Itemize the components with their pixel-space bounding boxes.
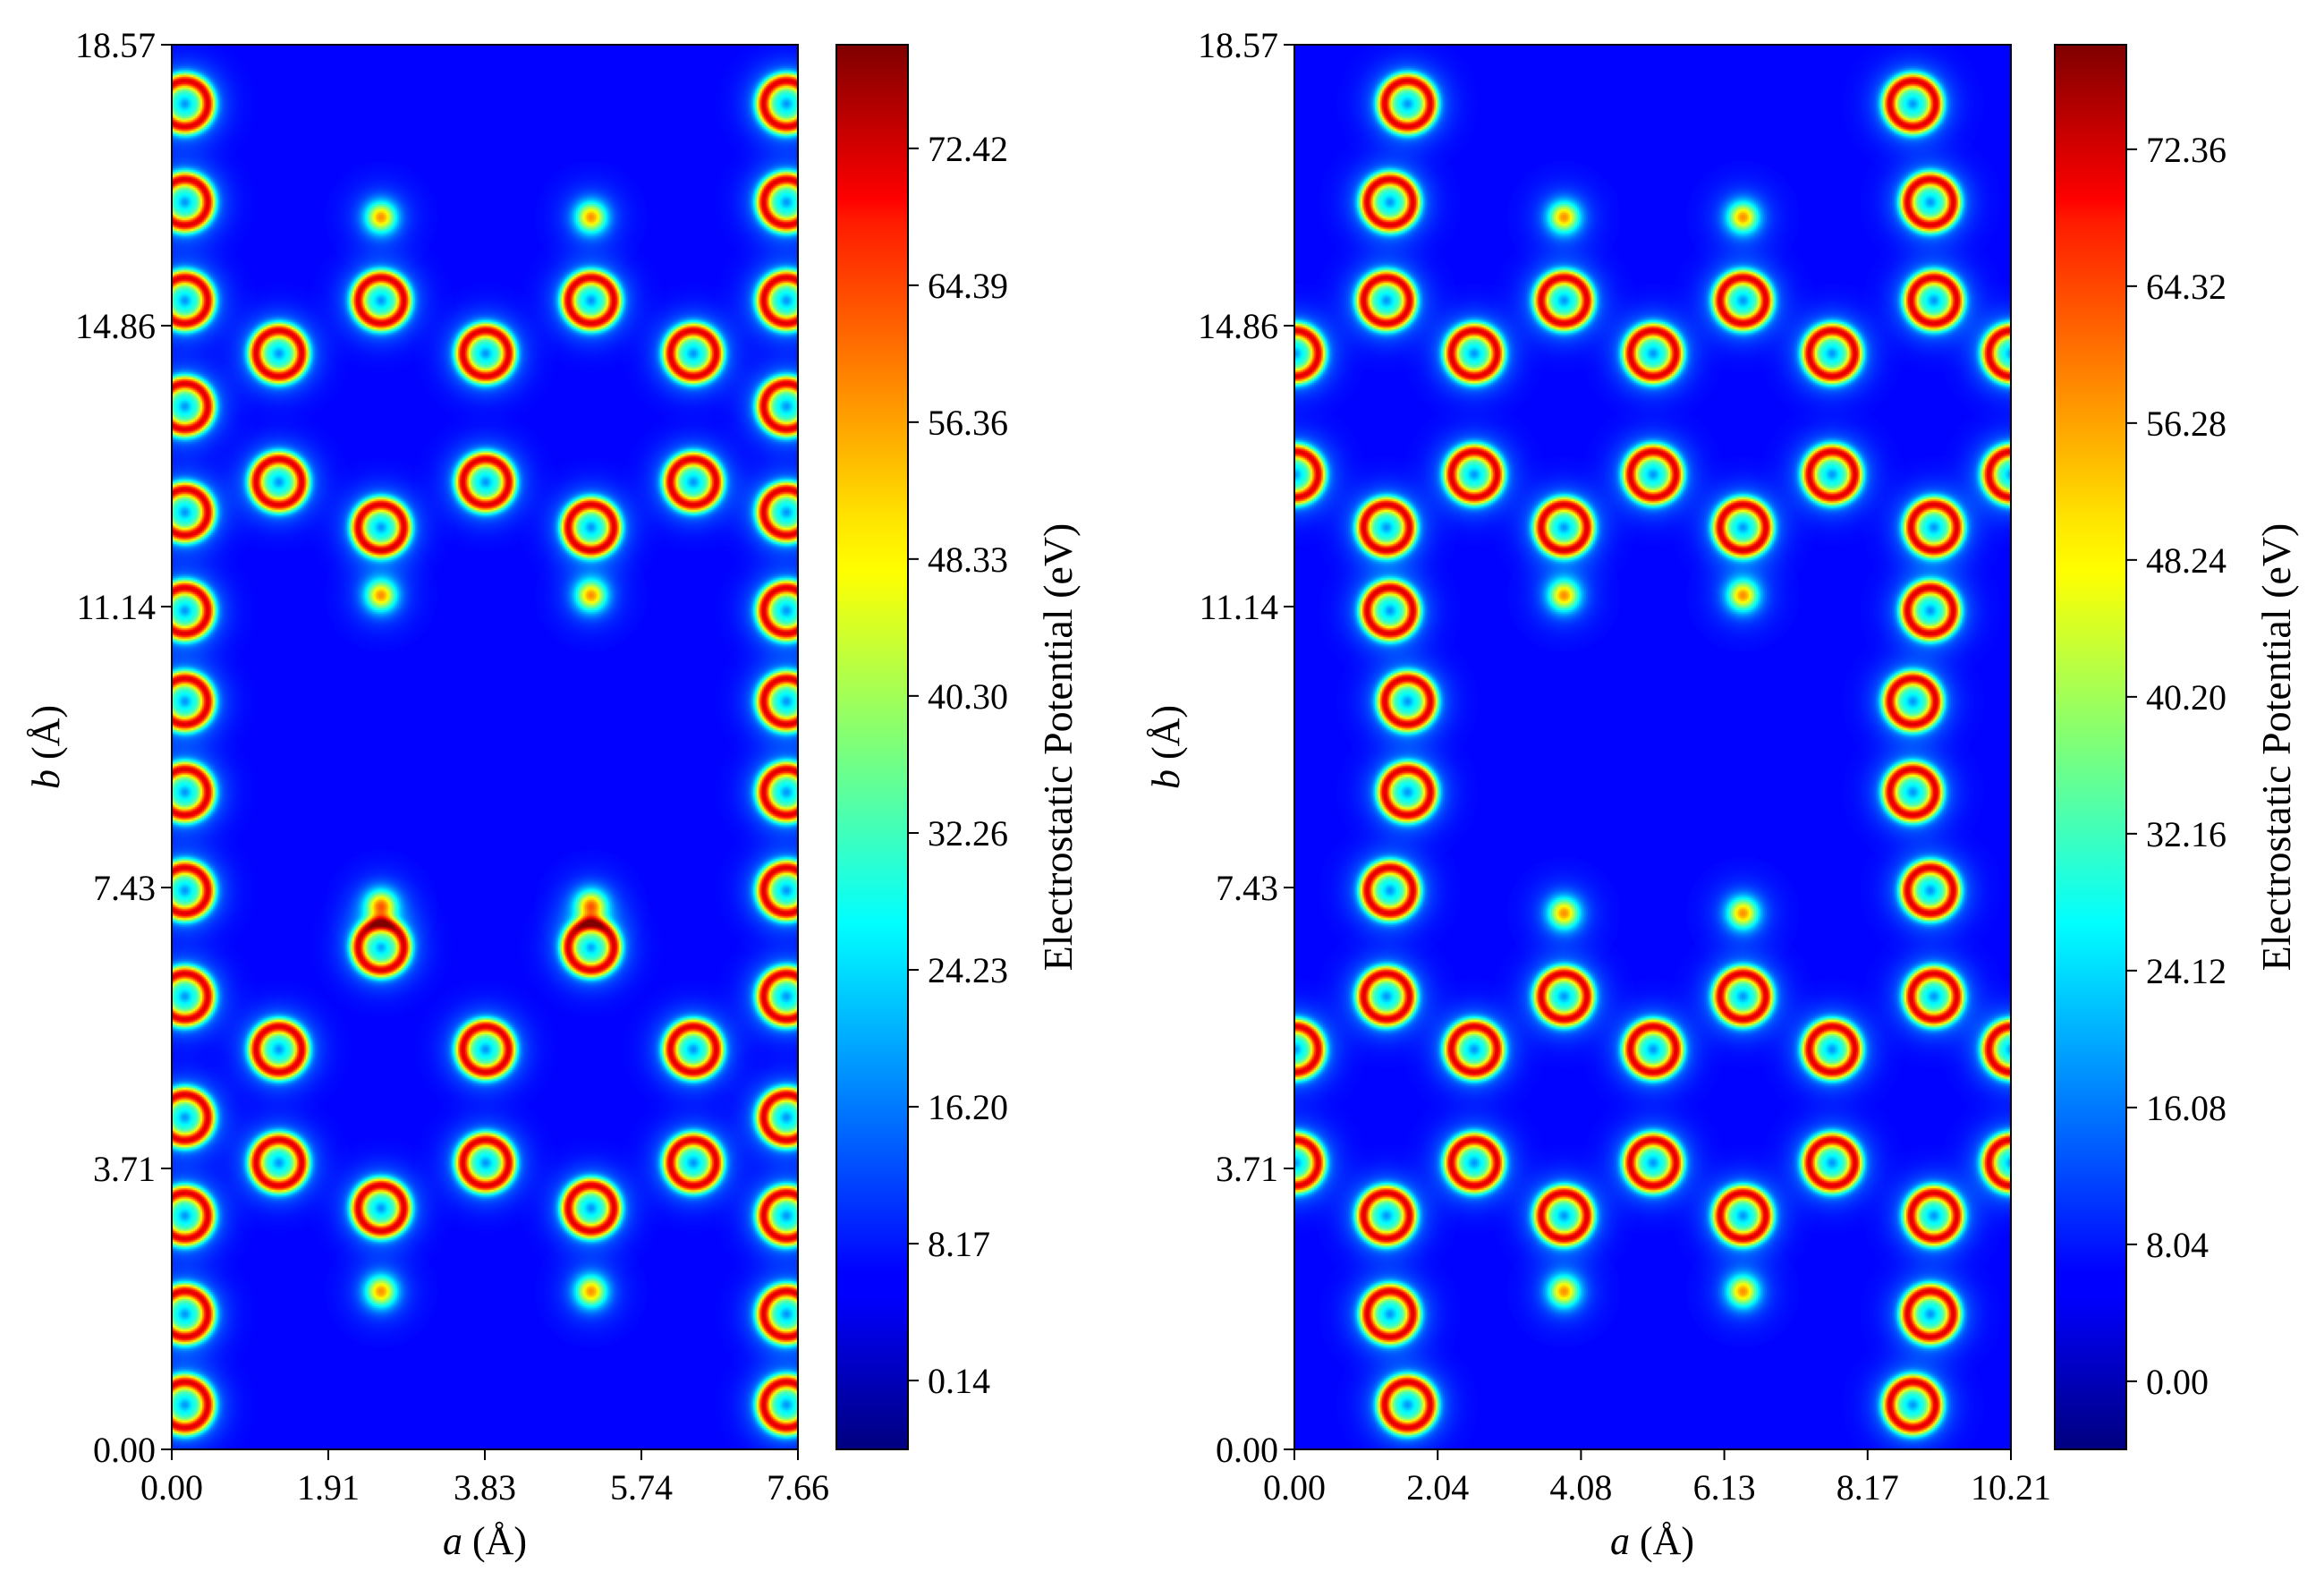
x-tick-label: 4.08 <box>1549 1467 1612 1508</box>
x-tick-label: 1.91 <box>297 1467 360 1508</box>
colorbar-tick-label: 32.26 <box>928 813 1008 854</box>
x-tick-label: 0.00 <box>1263 1467 1326 1508</box>
y-axis-label-var: b <box>24 769 68 789</box>
colorbar-tick-label: 24.23 <box>928 950 1008 990</box>
y-axis-left: 0.00 3.71 7.43 11.14 14.86 18.57 <box>75 25 172 1470</box>
heatmap-panel-right: 0.00 2.04 4.08 6.13 8.17 10.21 0.00 3.71 7.43 11… <box>1144 25 2299 1563</box>
y-tick-label: 18.57 <box>75 25 156 65</box>
plot-frame-right <box>1293 44 2012 1450</box>
x-axis-label-unit: (Å) <box>462 1519 527 1563</box>
colorbar-tick-label: 24.12 <box>2146 951 2226 991</box>
colorbar-tick-label: 56.36 <box>928 403 1008 443</box>
colorbar-tick-label: 16.08 <box>2146 1088 2226 1128</box>
colorbar-tick-label: 0.14 <box>928 1361 990 1401</box>
y-axis-label-right: b (Å) <box>1144 705 1188 789</box>
y-tick-label: 11.14 <box>76 587 156 627</box>
potential-map-right <box>1294 45 2011 1449</box>
x-tick-label: 7.66 <box>767 1467 829 1508</box>
y-tick-label: 7.43 <box>93 868 156 908</box>
colorbar-tick-label: 64.39 <box>928 266 1008 306</box>
x-axis-right: 0.00 2.04 4.08 6.13 8.17 10.21 <box>1263 1449 2051 1508</box>
x-axis-label-var: a <box>443 1519 462 1563</box>
colorbar-frame-left <box>835 44 909 1450</box>
colorbar-right <box>2055 45 2126 1449</box>
y-axis-label-unit: (Å) <box>1144 705 1188 769</box>
x-tick-label: 6.13 <box>1693 1467 1756 1508</box>
colorbar-tick-label: 48.24 <box>2146 540 2226 581</box>
colorbar-tick-label: 64.32 <box>2146 267 2226 307</box>
x-tick-label: 10.21 <box>1971 1467 2051 1508</box>
x-tick-label: 2.04 <box>1406 1467 1469 1508</box>
heatmap-panel-left: 0.00 1.91 3.83 5.74 7.66 0.00 3.71 7.43 11.14 14… <box>24 25 1081 1563</box>
colorbar-left <box>836 45 908 1449</box>
colorbar-tick-label: 72.42 <box>928 129 1008 169</box>
colorbar-tick-label: 40.20 <box>2146 677 2226 718</box>
colorbar-tick-label: 32.16 <box>2146 814 2226 854</box>
y-axis-label-var: b <box>1144 769 1188 789</box>
y-axis-right: 0.00 3.71 7.43 11.14 14.86 18.57 <box>1198 25 1294 1470</box>
colorbar-tick-label: 72.36 <box>2146 130 2226 170</box>
colorbar-tick-label: 16.20 <box>928 1087 1008 1127</box>
colorbar-tick-label: 0.00 <box>2146 1362 2209 1402</box>
x-axis-label-var: a <box>1610 1519 1630 1563</box>
y-tick-label: 7.43 <box>1216 868 1278 908</box>
x-axis-label-unit: (Å) <box>1630 1519 1694 1563</box>
x-axis-label-left: a (Å) <box>443 1519 527 1563</box>
colorbar-tick-label: 8.17 <box>928 1224 990 1264</box>
y-tick-label: 18.57 <box>1198 25 1278 65</box>
y-tick-label: 0.00 <box>93 1430 156 1470</box>
x-axis-left: 0.00 1.91 3.83 5.74 7.66 <box>140 1449 829 1508</box>
x-tick-label: 8.17 <box>1836 1467 1899 1508</box>
colorbar-ticks-left: 0.14 8.17 16.20 24.23 32.26 40.30 48.33 56.36 64… <box>908 129 1008 1401</box>
y-tick-label: 3.71 <box>1216 1149 1278 1189</box>
colorbar-tick-label: 8.04 <box>2146 1225 2209 1265</box>
colorbar-label-right: Electrostatic Potential (eV) <box>2253 523 2299 972</box>
y-tick-label: 14.86 <box>1198 306 1278 346</box>
colorbar-tick-label: 40.30 <box>928 676 1008 717</box>
potential-map-left <box>172 45 798 1449</box>
x-axis-label-right: a (Å) <box>1610 1519 1694 1563</box>
colorbar-frame-right <box>2054 44 2127 1450</box>
colorbar-label-left: Electrostatic Potential (eV) <box>1035 523 1081 972</box>
x-tick-label: 5.74 <box>610 1467 673 1508</box>
colorbar-tick-label: 48.33 <box>928 539 1008 580</box>
colorbar-ticks-right: 0.00 8.04 16.08 24.12 32.16 40.20 48.24 56.28 64… <box>2126 130 2226 1402</box>
x-tick-label: 3.83 <box>454 1467 516 1508</box>
y-axis-label-unit: (Å) <box>24 705 68 769</box>
colorbar-tick-label: 56.28 <box>2146 403 2226 444</box>
y-tick-label: 11.14 <box>1199 587 1278 627</box>
y-tick-label: 14.86 <box>75 306 156 346</box>
x-tick-label: 0.00 <box>140 1467 203 1508</box>
y-axis-label-left: b (Å) <box>24 705 68 789</box>
y-tick-label: 0.00 <box>1216 1430 1278 1470</box>
y-tick-label: 3.71 <box>93 1149 156 1189</box>
